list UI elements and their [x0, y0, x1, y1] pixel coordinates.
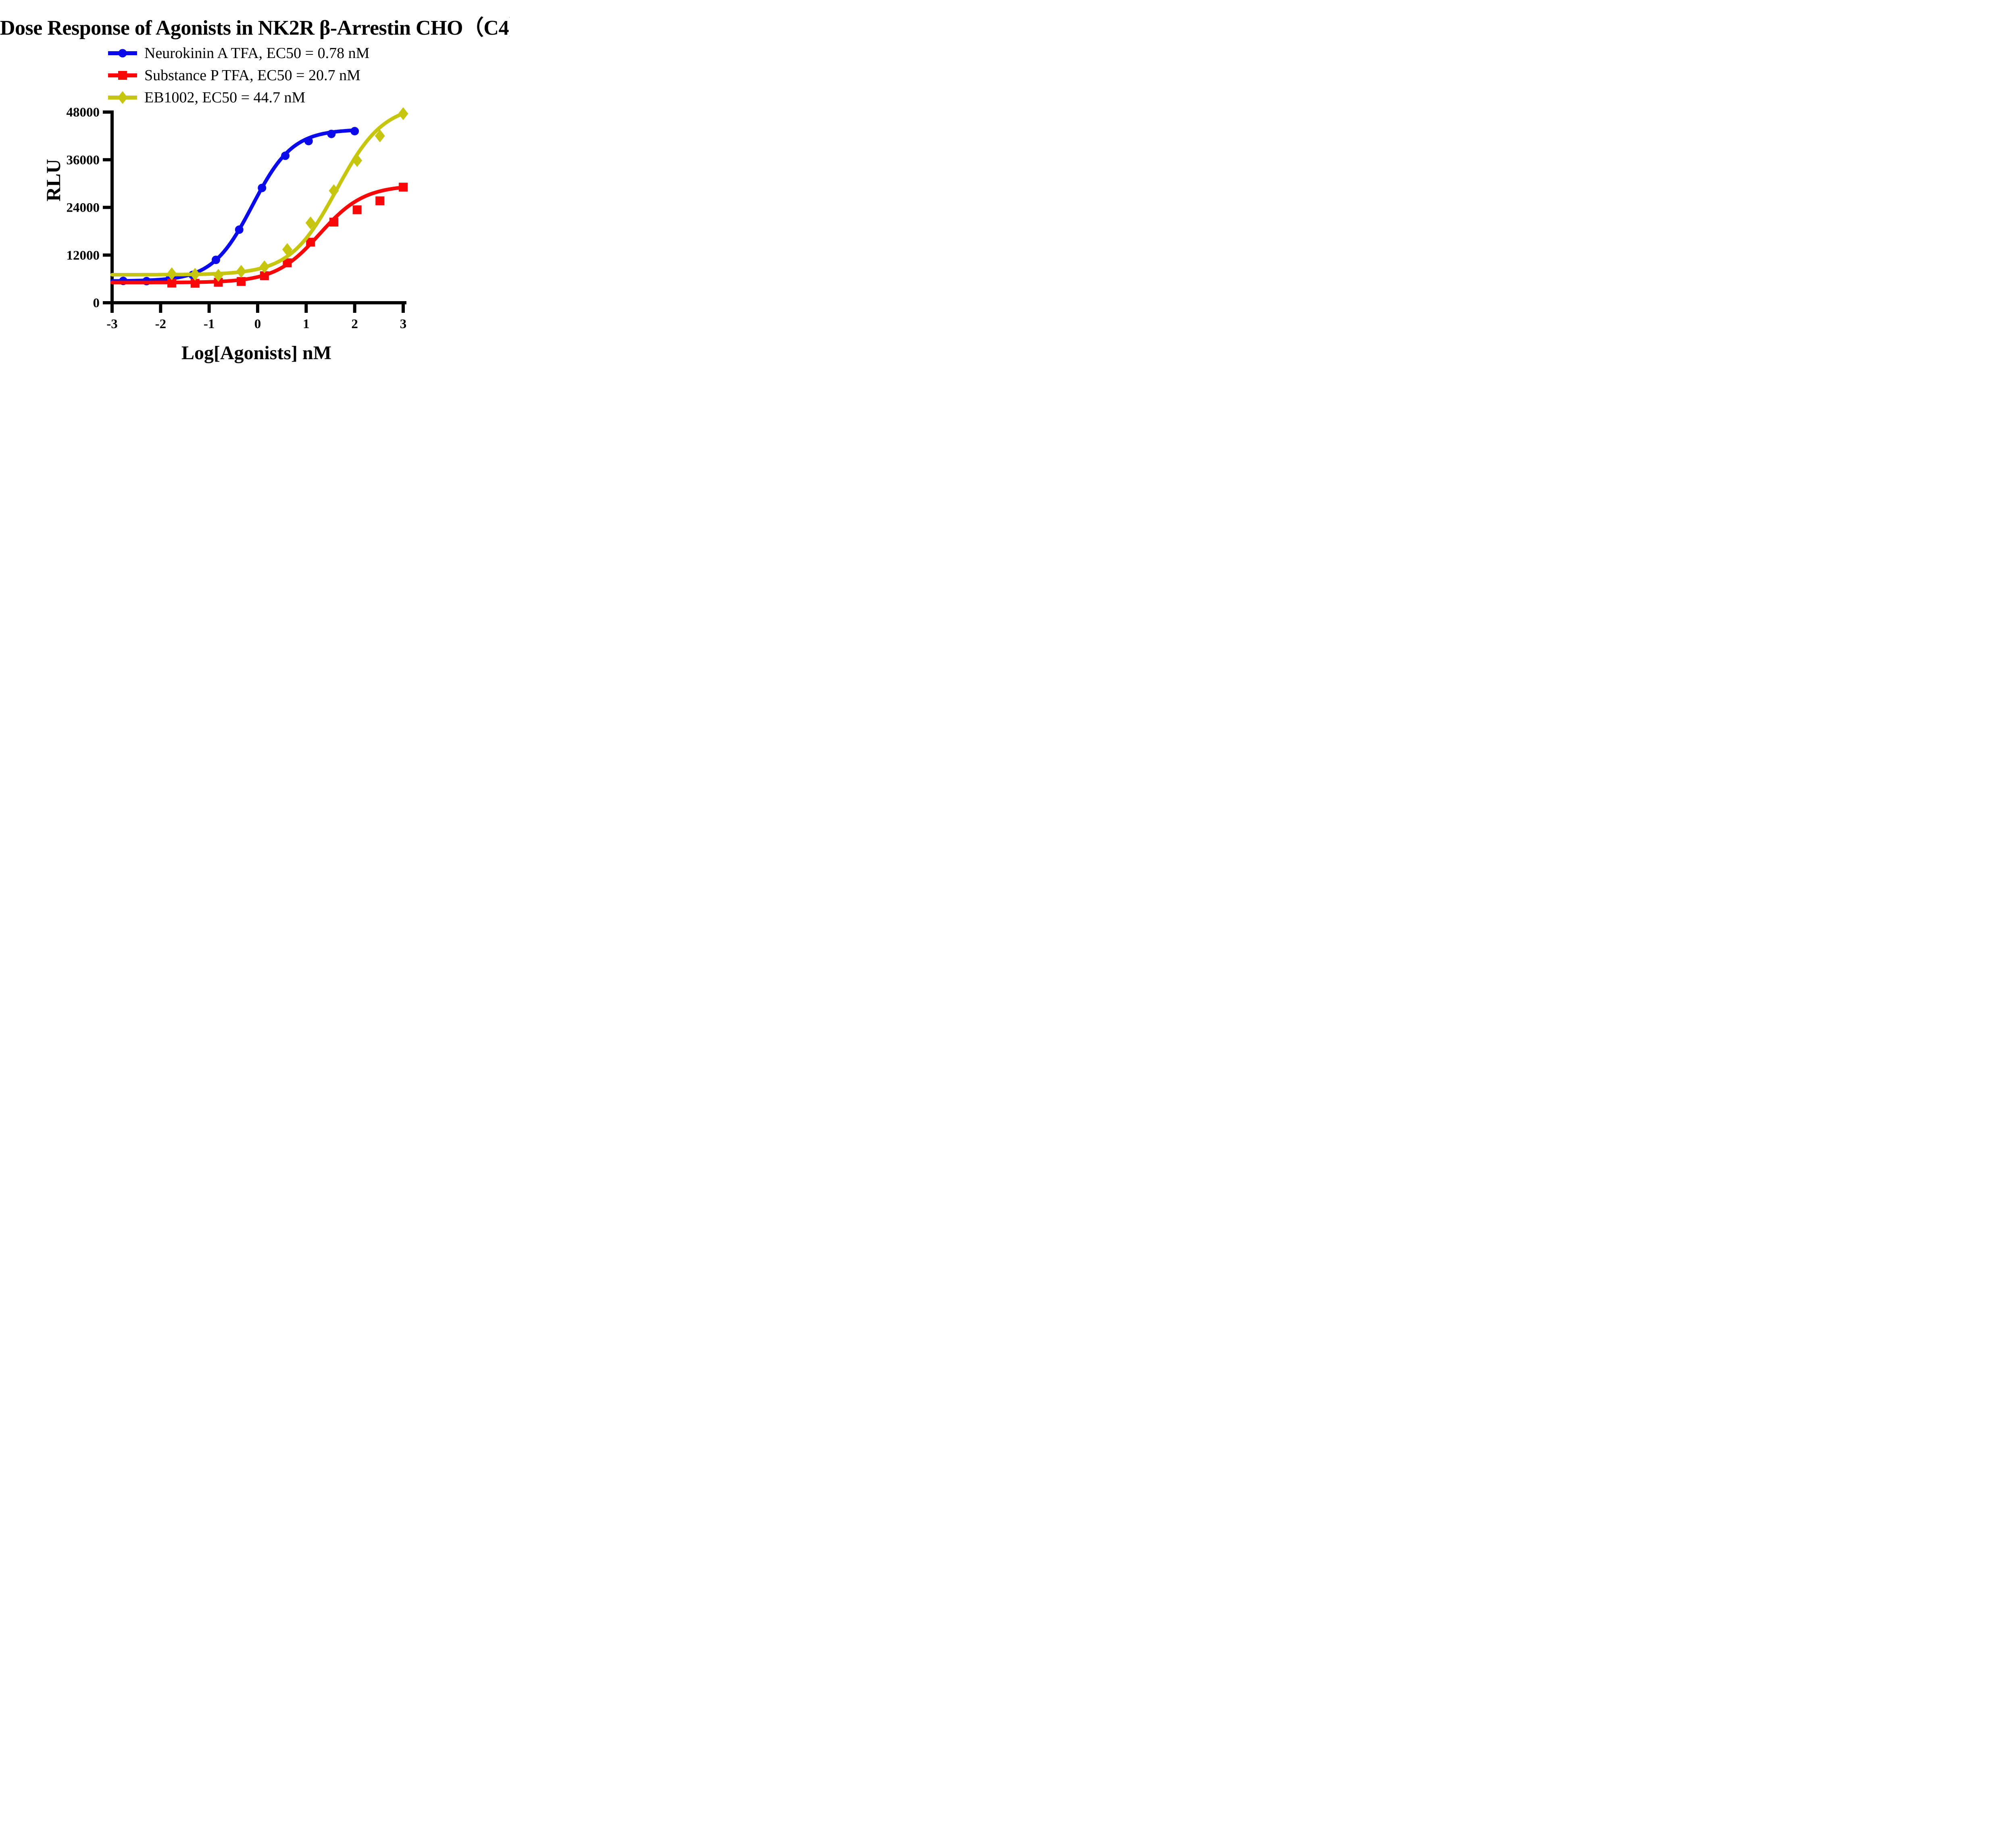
y-tick — [103, 158, 110, 162]
substance-p-tfa-data-point — [399, 183, 408, 192]
legend-item-neurokinin: Neurokinin A TFA, EC50 = 0.78 nM — [107, 42, 369, 64]
neurokinin-a-tfa-fit-curve — [110, 128, 357, 283]
y-tick — [103, 206, 110, 209]
x-tick-label: 1 — [303, 317, 310, 331]
legend-item-eb1002: EB1002, EC50 = 44.7 nM — [107, 86, 369, 108]
x-tick-label: 0 — [254, 317, 261, 331]
eb1002-data-point — [305, 216, 316, 229]
x-tick-label: -3 — [106, 317, 118, 331]
substance-p-tfa-data-point — [329, 217, 338, 227]
y-tick — [103, 110, 110, 114]
neurokinin-a-tfa-data-point — [304, 137, 313, 146]
x-tick — [207, 304, 211, 313]
neurokinin-a-tfa-data-point — [235, 225, 244, 234]
chart-canvas: Dose Response of Agonists in NK2R β-Arre… — [0, 0, 510, 367]
eb1002-data-point — [167, 267, 177, 281]
neurokinin-a-tfa-data-point — [258, 183, 267, 192]
legend-square-glyph — [118, 71, 127, 80]
eb1002-data-point — [190, 268, 200, 281]
x-axis-title: Log[Agonists] nM — [181, 342, 332, 364]
eb1002-data-point — [352, 154, 362, 167]
x-tick — [353, 304, 356, 313]
substance-p-tfa-data-point — [352, 205, 362, 214]
x-tick — [159, 304, 162, 313]
x-tick — [402, 304, 405, 313]
legend-label: EB1002, EC50 = 44.7 nM — [144, 89, 306, 106]
plot-area: 0 12000 24000 36000 48000 -3 -2 -1 0 1 2 3 — [67, 105, 408, 331]
x-tick-label: -1 — [204, 317, 215, 331]
legend-label: Substance P TFA, EC50 = 20.7 nM — [144, 67, 360, 84]
legend-circle-glyph — [118, 49, 127, 57]
y-axis-line — [110, 110, 114, 304]
eb1002-data-point — [375, 129, 385, 143]
legend-marker-circle-icon — [108, 49, 137, 57]
x-tick — [110, 304, 114, 313]
neurokinin-a-tfa-data-point — [350, 127, 359, 135]
y-tick — [103, 253, 110, 257]
y-tick-label: 24000 — [67, 201, 100, 215]
substance-p-tfa-data-point — [283, 258, 292, 267]
substance-p-tfa-data-point — [260, 271, 269, 280]
x-tick-label: 3 — [400, 317, 407, 331]
legend-label: Neurokinin A TFA, EC50 = 0.78 nM — [144, 44, 370, 62]
x-tick-label: -2 — [155, 317, 167, 331]
substance-p-tfa-data-point — [214, 278, 223, 287]
eb1002-data-point — [282, 243, 292, 256]
legend: Neurokinin A TFA, EC50 = 0.78 nM Substan… — [107, 42, 369, 108]
substance-p-tfa-data-point — [237, 277, 246, 286]
substance-p-tfa-fit-curve — [110, 185, 405, 285]
eb1002-data-point — [329, 184, 339, 198]
y-tick-label: 12000 — [67, 248, 100, 263]
eb1002-data-point — [259, 260, 270, 273]
y-tick-label: 48000 — [67, 105, 100, 120]
legend-marker-diamond-icon — [108, 91, 137, 104]
substance-p-tfa-data-point — [167, 279, 177, 288]
neurokinin-a-tfa-data-point — [327, 129, 336, 138]
legend-marker-square-icon — [108, 71, 137, 80]
y-tick-label: 0 — [93, 296, 100, 310]
substance-p-tfa-data-point — [190, 279, 200, 288]
x-tick — [304, 304, 308, 313]
chart-title: Dose Response of Agonists in NK2R β-Arre… — [0, 17, 510, 40]
x-axis-line — [103, 301, 406, 304]
substance-p-tfa-data-point — [306, 237, 315, 247]
eb1002-data-point — [236, 265, 246, 278]
eb1002-data-point — [398, 107, 408, 120]
neurokinin-a-tfa-data-point — [281, 151, 290, 160]
y-tick-label: 36000 — [67, 153, 100, 167]
legend-diamond-glyph — [117, 91, 128, 104]
neurokinin-a-tfa-data-point — [212, 256, 221, 264]
x-tick-label: 2 — [351, 317, 358, 331]
substance-p-tfa-data-point — [375, 196, 385, 206]
x-tick — [256, 304, 259, 313]
legend-item-substance-p: Substance P TFA, EC50 = 20.7 nM — [107, 64, 369, 86]
eb1002-data-point — [213, 269, 224, 282]
y-tick — [103, 301, 110, 304]
